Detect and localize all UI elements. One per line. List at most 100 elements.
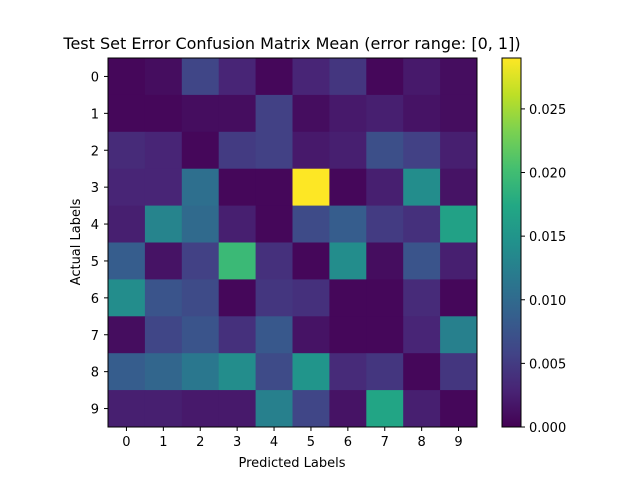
heatmap-cell: [403, 131, 441, 170]
x-tick-label: 1: [159, 435, 167, 450]
x-tick-label: 0: [122, 435, 130, 450]
heatmap-cell: [440, 390, 478, 428]
heatmap-cell: [329, 242, 367, 280]
heatmap-cell: [218, 242, 257, 280]
heatmap-cell: [366, 390, 404, 428]
colorbar-tick-label: 0.020: [529, 167, 566, 182]
x-axis-ticks: 0 1 2 3 4 5 6 7 8 9: [122, 427, 463, 450]
heatmap-cell: [403, 390, 441, 428]
heatmap-cell: [255, 242, 293, 280]
y-tick-label: 8: [91, 366, 99, 381]
heatmap-cell: [255, 279, 293, 317]
x-tick-label: 4: [270, 435, 278, 450]
heatmap-cell: [440, 58, 478, 96]
heatmap-cell: [144, 131, 183, 170]
colorbar-tick-label: 0.000: [529, 421, 566, 436]
heatmap-cell: [255, 390, 293, 428]
y-tick-label: 1: [91, 107, 99, 122]
x-tick-label: 2: [196, 435, 204, 450]
heatmap-cell: [329, 168, 367, 207]
x-axis-label: Predicted Labels: [238, 456, 345, 471]
heatmap-cell: [292, 94, 330, 133]
heatmap-cell: [218, 131, 257, 170]
heatmap-cell: [218, 205, 257, 243]
x-tick-label: 5: [307, 435, 315, 450]
heatmap-cell: [255, 58, 293, 96]
heatmap-cell: [144, 94, 183, 133]
heatmap-cell: [108, 316, 146, 354]
heatmap-cell: [144, 168, 183, 207]
heatmap-cell: [366, 353, 404, 391]
x-tick-label: 9: [454, 435, 462, 450]
heatmap-cell: [440, 279, 478, 317]
heatmap-cell: [440, 242, 478, 280]
y-tick-label: 5: [91, 255, 99, 270]
colorbar-ticks: 0.000 0.005 0.010 0.015 0.020 0.025: [521, 103, 566, 436]
heatmap-cell: [181, 279, 220, 317]
heatmap-cell: [255, 205, 293, 243]
heatmap-cell: [403, 168, 441, 207]
heatmap-cell: [292, 58, 330, 96]
heatmap-cell: [366, 242, 404, 280]
heatmap-cell: [255, 131, 293, 170]
heatmap-cell: [329, 131, 367, 170]
heatmap-cell: [440, 94, 478, 133]
x-tick-label: 7: [381, 435, 389, 450]
y-tick-label: 3: [91, 181, 99, 196]
heatmap-cell: [144, 279, 183, 317]
heatmap-cell: [181, 353, 220, 391]
heatmap-cell: [403, 205, 441, 243]
y-tick-label: 2: [91, 144, 99, 159]
heatmap-cell: [440, 353, 478, 391]
heatmap-cell: [181, 242, 220, 280]
heatmap-cell: [292, 242, 330, 280]
heatmap-cell: [108, 205, 146, 243]
heatmap-cell: [440, 131, 478, 170]
heatmap-cell: [218, 94, 257, 133]
colorbar-tick-label: 0.005: [529, 357, 566, 372]
heatmap-cell: [403, 242, 441, 280]
heatmap-cell: [108, 390, 146, 428]
heatmap-cell: [366, 279, 404, 317]
y-tick-label: 0: [91, 70, 99, 85]
heatmap-cell: [366, 168, 404, 207]
heatmap-cell: [108, 58, 146, 96]
heatmap-cell: [108, 279, 146, 317]
y-axis-label: Actual Labels: [69, 198, 84, 285]
colorbar: [501, 57, 522, 428]
heatmap-cell: [181, 205, 220, 243]
heatmap-cell: [144, 390, 183, 428]
heatmap-cell: [329, 94, 367, 133]
heatmap-cell: [218, 390, 257, 428]
heatmap-frame: [107, 57, 478, 428]
heatmap-cell: [440, 205, 478, 243]
heatmap-cell: [218, 279, 257, 317]
heatmap-cell: [366, 58, 404, 96]
heatmap-cell: [329, 353, 367, 391]
heatmap-cell: [329, 316, 367, 354]
x-tick-label: 3: [233, 435, 241, 450]
heatmap-cell: [403, 316, 441, 354]
heatmap-cell: [292, 390, 330, 428]
colorbar-tick-label: 0.025: [529, 103, 566, 118]
heatmap-cell: [329, 58, 367, 96]
heatmap-cell: [144, 205, 183, 243]
heatmap-cell: [108, 94, 146, 133]
heatmap-cell: [403, 94, 441, 133]
heatmap-cell: [218, 316, 257, 354]
heatmap-cell: [144, 242, 183, 280]
y-axis-ticks: 0 1 2 3 4 5 6 7 8 9: [91, 70, 108, 418]
chart-title: Test Set Error Confusion Matrix Mean (er…: [62, 34, 520, 53]
heatmap-cell: [181, 94, 220, 133]
heatmap-cell: [292, 353, 330, 391]
heatmap-cell: [329, 390, 367, 428]
heatmap-cell: [366, 131, 404, 170]
y-tick-label: 9: [91, 403, 99, 418]
y-tick-label: 6: [91, 292, 99, 307]
heatmap-cell: [144, 58, 183, 96]
heatmap-cell: [108, 168, 146, 207]
heatmap-cell: [292, 205, 330, 243]
heatmap-cell: [329, 279, 367, 317]
heatmap-cell: [440, 316, 478, 354]
